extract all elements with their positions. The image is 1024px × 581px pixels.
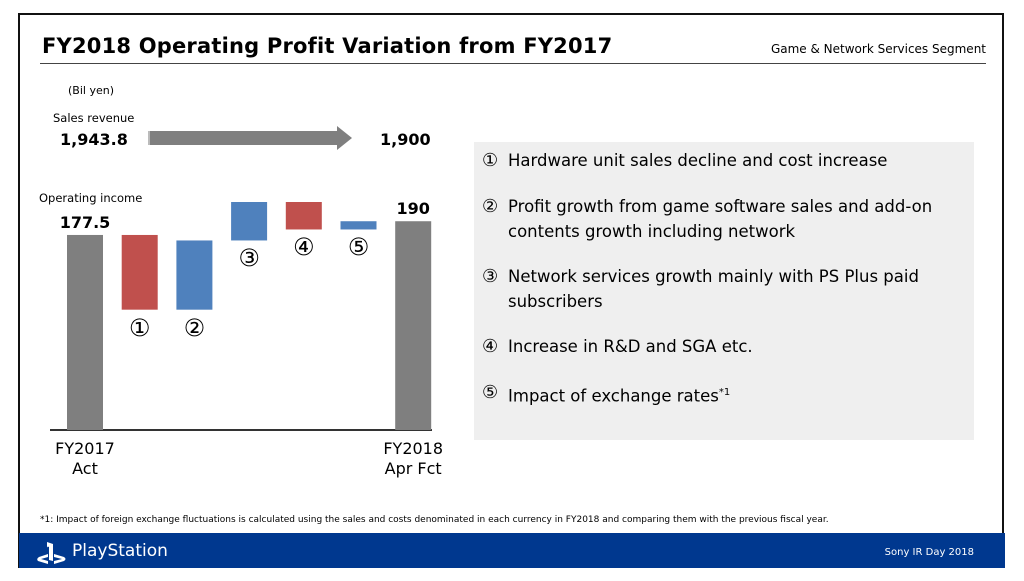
x-tick-label: FY2018 Apr Fct <box>383 439 444 478</box>
sales-to: 1,900 <box>380 130 431 149</box>
logo <box>37 542 66 564</box>
legend-box <box>474 142 974 440</box>
y-label: Operating income <box>39 191 143 205</box>
sales-from: 1,943.8 <box>60 130 128 149</box>
list-item: ② Profit growth from game software sales … <box>482 194 952 244</box>
bar <box>285 202 322 230</box>
item-text: Increase in R&D and SGA etc. <box>508 334 753 359</box>
item-text: Impact of exchange rates*1 <box>508 380 730 409</box>
brand: PlayStation <box>72 541 168 561</box>
item-text: Impact of exchange rates <box>508 386 719 406</box>
list-item: ③ Network services growth mainly with PS … <box>482 264 952 314</box>
bar <box>176 240 213 310</box>
sales-label: Sales revenue <box>53 111 135 125</box>
value-label: 190 <box>396 199 430 219</box>
chart <box>50 126 432 431</box>
item-marker: ④ <box>482 336 499 357</box>
item-marker: ② <box>482 196 499 217</box>
item-text: Hardware unit sales decline and cost inc… <box>508 151 888 170</box>
x-tick-label: FY2017 Act <box>55 439 115 478</box>
item-marker: ⑤ <box>482 382 499 403</box>
item-text: Hardware unit sales decline and cost inc… <box>508 148 887 173</box>
bar <box>121 234 158 310</box>
x-tick-label: ① <box>128 313 151 342</box>
x-tick-label: ② <box>183 313 206 342</box>
x-tick-label: ③ <box>238 244 260 273</box>
footer <box>19 533 1005 568</box>
event: Sony IR Day 2018 <box>884 547 974 558</box>
bar <box>231 202 268 241</box>
unit: (Bil yen) <box>68 84 114 97</box>
x-tick-label: ④ <box>293 233 315 262</box>
bar <box>395 221 432 430</box>
bar <box>340 221 377 230</box>
x-tick-label: ⑤ <box>347 233 370 262</box>
bar <box>67 234 103 430</box>
list-item: ④ Increase in R&D and SGA etc. <box>482 334 952 359</box>
list-item: ① Hardware unit sales decline and cost in… <box>482 148 952 173</box>
footnote: *1: Impact of foreign exchange fluctuati… <box>40 515 829 525</box>
item-text: Network services growth mainly with PS P… <box>508 264 952 314</box>
title: FY2018 Operating Profit Variation from F… <box>42 34 613 58</box>
item-text: Profit growth from game software sales a… <box>508 194 952 244</box>
list-item: ⑤ Impact of exchange rates*1 <box>482 380 952 409</box>
item-text: Network services growth mainly with PS P… <box>508 267 919 311</box>
item-text: Increase in R&D and SGA etc. <box>508 337 753 356</box>
value-label: 177.5 <box>59 212 111 232</box>
item-text: Profit growth from game software sales a… <box>508 197 933 241</box>
note-ref: *1 <box>718 387 731 398</box>
arrow <box>150 126 352 150</box>
rule <box>40 63 986 64</box>
item-marker: ③ <box>482 266 499 287</box>
item-marker: ① <box>482 150 499 171</box>
segment: Game & Network Services Segment <box>770 42 986 56</box>
